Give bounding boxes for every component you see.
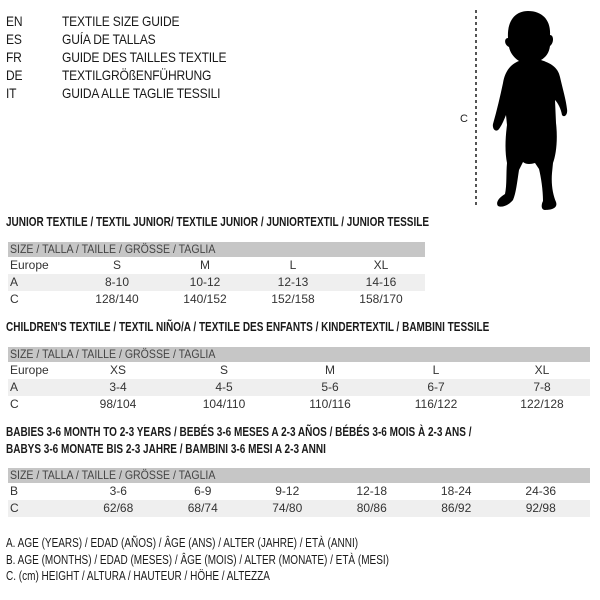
babies-size-table: SIZE / TALLA / TAILLE / GRÖSSE / TAGLIA … bbox=[8, 468, 590, 517]
lang-code: DE bbox=[6, 67, 23, 83]
table-cell: 104/110 bbox=[202, 397, 246, 411]
table-cell: 10-12 bbox=[189, 275, 221, 289]
children-size-table: SIZE / TALLA / TAILLE / GRÖSSE / TAGLIA … bbox=[8, 347, 590, 413]
lang-title: TEXTILE SIZE GUIDE bbox=[62, 13, 180, 29]
table-cell: 128/140 bbox=[95, 292, 139, 306]
table-cell: L bbox=[432, 363, 440, 377]
table-cell: 6-7 bbox=[427, 380, 445, 394]
table-header: SIZE / TALLA / TAILLE / GRÖSSE / TAGLIA bbox=[8, 347, 590, 362]
lang-title: GUIDA ALLE TAGLIE TESSILI bbox=[62, 85, 221, 101]
table-row: C 98/104 104/110 110/116 116/122 122/128 bbox=[8, 396, 590, 413]
lang-code: EN bbox=[6, 13, 23, 29]
table-cell: 62/68 bbox=[103, 501, 134, 515]
table-header-label: SIZE / TALLA / TAILLE / GRÖSSE / TAGLIA bbox=[10, 347, 216, 361]
table-cell: 152/158 bbox=[271, 292, 315, 306]
table-row: Europe XS S M L XL bbox=[8, 362, 590, 379]
legend-item-c: C. (cm) HEIGHT / ALTURA / HAUTEUR / HÖHE… bbox=[6, 569, 270, 583]
table-row: C 62/68 68/74 74/80 80/86 86/92 92/98 bbox=[8, 500, 590, 517]
junior-section-title: JUNIOR TEXTILE / TEXTIL JUNIOR/ TEXTILE … bbox=[6, 215, 430, 229]
row-label: Europe bbox=[10, 363, 49, 377]
babies-section-title-line1: BABIES 3-6 MONTH TO 2-3 YEARS / BEBÉS 3-… bbox=[6, 425, 472, 439]
table-cell: 158/170 bbox=[359, 292, 403, 306]
table-cell: 98/104 bbox=[99, 397, 137, 411]
table-cell: 12-18 bbox=[356, 484, 388, 498]
table-cell: 74/80 bbox=[272, 501, 303, 515]
table-cell: 14-16 bbox=[365, 275, 397, 289]
table-cell: S bbox=[112, 258, 121, 272]
table-cell: XL bbox=[534, 363, 550, 377]
table-cell: 92/98 bbox=[525, 501, 556, 515]
lang-title: GUIDE DES TAILLES TEXTILE bbox=[62, 49, 227, 65]
row-label: C bbox=[10, 292, 19, 306]
table-cell: 7-8 bbox=[533, 380, 551, 394]
row-label: A bbox=[10, 380, 19, 394]
table-cell: 4-5 bbox=[215, 380, 233, 394]
lang-code: ES bbox=[6, 31, 22, 47]
lang-code: IT bbox=[6, 85, 17, 101]
table-header: SIZE / TALLA / TAILLE / GRÖSSE / TAGLIA bbox=[8, 242, 425, 257]
table-cell: XL bbox=[373, 258, 389, 272]
row-label: A bbox=[10, 275, 19, 289]
table-cell: 110/116 bbox=[309, 397, 351, 411]
table-cell: 80/86 bbox=[356, 501, 387, 515]
table-cell: 8-10 bbox=[104, 275, 130, 289]
dimension-label: C bbox=[460, 113, 468, 125]
table-cell: 122/128 bbox=[520, 397, 564, 411]
table-cell: L bbox=[289, 258, 297, 272]
table-cell: 3-4 bbox=[109, 380, 127, 394]
lang-code: FR bbox=[6, 49, 22, 65]
lang-title: TEXTILGRÖßENFÜHRUNG bbox=[62, 67, 212, 83]
lang-title: GUÍA DE TALLAS bbox=[62, 31, 156, 47]
table-cell: S bbox=[219, 363, 228, 377]
table-cell: 6-9 bbox=[194, 484, 212, 498]
row-label: Europe bbox=[10, 258, 49, 272]
table-cell: 24-36 bbox=[525, 484, 557, 498]
table-cell: 3-6 bbox=[109, 484, 127, 498]
table-cell: 9-12 bbox=[275, 484, 300, 498]
table-cell: 18-24 bbox=[440, 484, 472, 498]
table-cell: 68/74 bbox=[187, 501, 218, 515]
babies-section-title-line2: BABYS 3-6 MONATE BIS 2-3 JAHRE / BAMBINI… bbox=[6, 442, 326, 456]
table-header: SIZE / TALLA / TAILLE / GRÖSSE / TAGLIA bbox=[8, 468, 590, 483]
table-cell: M bbox=[200, 258, 210, 272]
table-row: B 3-6 6-9 9-12 12-18 18-24 24-36 bbox=[8, 483, 590, 500]
table-cell: 5-6 bbox=[321, 380, 339, 394]
table-cell: 86/92 bbox=[441, 501, 472, 515]
table-cell: XS bbox=[109, 363, 126, 377]
junior-size-table: SIZE / TALLA / TAILLE / GRÖSSE / TAGLIA … bbox=[8, 242, 425, 308]
table-header-label: SIZE / TALLA / TAILLE / GRÖSSE / TAGLIA bbox=[10, 468, 216, 482]
table-cell: 116/122 bbox=[414, 397, 458, 411]
table-row: A 3-4 4-5 5-6 6-7 7-8 bbox=[8, 379, 590, 396]
children-section-title: CHILDREN'S TEXTILE / TEXTIL NIÑO/A / TEX… bbox=[6, 320, 490, 334]
legend-item-b: B. AGE (MONTHS) / EDAD (MESES) / ÂGE (MO… bbox=[6, 553, 389, 567]
table-header-label: SIZE / TALLA / TAILLE / GRÖSSE / TAGLIA bbox=[10, 242, 216, 256]
child-silhouette-icon bbox=[492, 11, 568, 210]
legend-item-a: A. AGE (YEARS) / EDAD (AÑOS) / ÂGE (ANS)… bbox=[6, 536, 359, 550]
table-cell: M bbox=[325, 363, 335, 377]
row-label: C bbox=[10, 397, 19, 411]
table-cell: 140/152 bbox=[183, 292, 227, 306]
table-cell: 12-13 bbox=[277, 275, 309, 289]
row-label: C bbox=[10, 501, 19, 515]
child-silhouette-figure: C bbox=[455, 5, 595, 220]
table-row: Europe S M L XL bbox=[8, 257, 425, 274]
table-row: C 128/140 140/152 152/158 158/170 bbox=[8, 291, 425, 308]
table-row: A 8-10 10-12 12-13 14-16 bbox=[8, 274, 425, 291]
row-label: B bbox=[10, 484, 19, 498]
